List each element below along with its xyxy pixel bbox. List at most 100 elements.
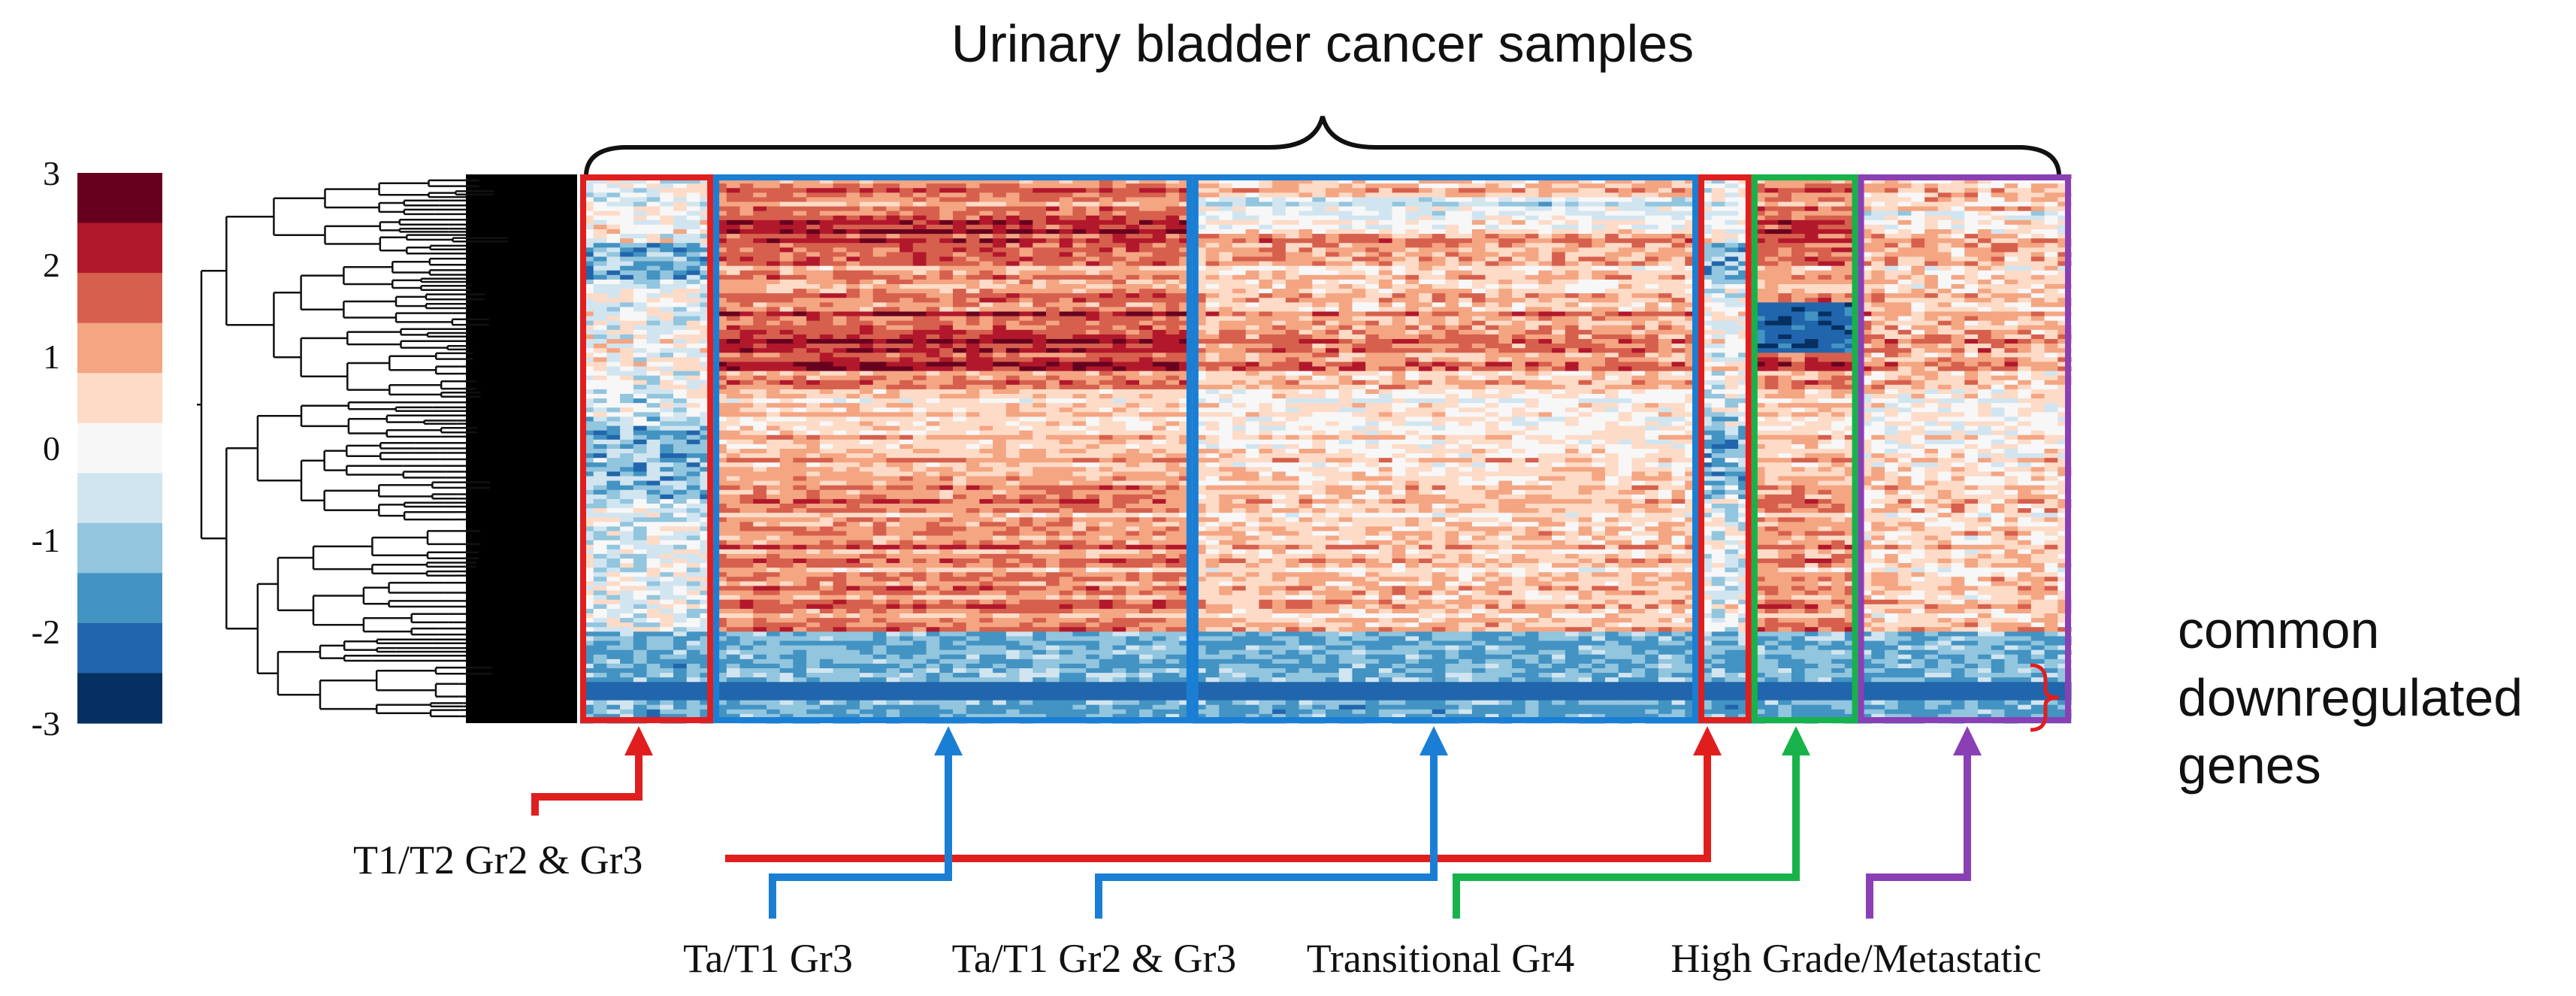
heatmap-cell — [646, 179, 661, 184]
heatmap-cell — [926, 640, 940, 646]
heatmap-cell — [833, 224, 847, 230]
heatmap-cell — [806, 645, 821, 651]
heatmap-cell — [700, 695, 714, 701]
heatmap-cell — [993, 339, 1007, 344]
heatmap-cell — [1033, 494, 1047, 500]
heatmap-cell — [1072, 274, 1087, 280]
heatmap-cell — [953, 513, 967, 518]
heatmap-cell — [700, 631, 714, 637]
heatmap-cell — [713, 476, 727, 482]
heatmap-cell — [620, 691, 634, 697]
heatmap-cell — [939, 517, 954, 522]
heatmap-cell — [872, 339, 887, 344]
heatmap-cell — [846, 439, 860, 445]
heatmap-cell — [1086, 179, 1100, 184]
heatmap-cell — [939, 590, 954, 596]
heatmap-cell — [606, 513, 621, 518]
heatmap-cell — [953, 261, 967, 267]
heatmap-cell — [979, 645, 993, 651]
heatmap-cell — [1046, 663, 1060, 669]
heatmap-cell — [1059, 627, 1074, 632]
heatmap-cell — [726, 289, 741, 294]
heatmap-cell — [779, 471, 794, 477]
heatmap-cell — [939, 622, 954, 628]
heatmap-cell — [606, 334, 621, 340]
heatmap-cell — [766, 252, 781, 258]
heatmap-cell — [833, 179, 847, 184]
heatmap-cell — [886, 366, 900, 372]
heatmap-cell — [1059, 549, 1074, 555]
heatmap-cell — [713, 293, 727, 298]
heatmap-cell — [700, 298, 714, 303]
heatmap-cell — [700, 471, 714, 477]
heatmap-cell — [739, 467, 754, 473]
heatmap-cell — [819, 407, 834, 413]
heatmap-cell — [899, 384, 914, 390]
heatmap-cell — [606, 480, 621, 486]
heatmap-cell — [979, 677, 993, 683]
heatmap-cell — [713, 535, 727, 541]
heatmap-cell — [899, 572, 914, 577]
heatmap-cell — [739, 581, 754, 587]
heatmap-cell — [966, 403, 981, 408]
heatmap-cell — [726, 302, 741, 308]
heatmap-cell — [753, 654, 767, 660]
heatmap-cell — [993, 444, 1007, 450]
heatmap-cell — [1059, 485, 1074, 491]
heatmap-cell — [620, 658, 634, 665]
heatmap-cell — [726, 613, 741, 619]
heatmap-cell — [686, 243, 701, 248]
heatmap-cell — [1046, 704, 1060, 710]
heatmap-cell — [739, 252, 754, 258]
heatmap-cell — [872, 568, 887, 573]
heatmap-cell — [1072, 357, 1087, 363]
heatmap-cell — [766, 563, 781, 568]
heatmap-cell — [806, 316, 821, 322]
heatmap-cell — [899, 531, 914, 537]
heatmap-cell — [700, 522, 714, 528]
heatmap-cell — [846, 658, 860, 665]
heatmap-cell — [779, 439, 794, 445]
heatmap-cell — [739, 586, 754, 592]
heatmap-cell — [899, 480, 914, 486]
heatmap-cell — [1072, 526, 1087, 532]
heatmap-cell — [1005, 535, 1020, 541]
heatmap-cell — [646, 559, 661, 564]
heatmap-cell — [739, 197, 754, 203]
heatmap-cell — [1059, 535, 1074, 541]
heatmap-cell — [806, 504, 821, 509]
heatmap-cell — [726, 713, 741, 719]
heatmap-cell — [860, 311, 874, 317]
heatmap-cell — [1046, 398, 1060, 404]
heatmap-cell — [926, 508, 940, 513]
heatmap-cell — [979, 449, 993, 454]
heatmap-cell — [953, 590, 967, 596]
heatmap-cell — [1046, 380, 1060, 386]
heatmap-cell — [1072, 265, 1087, 271]
heatmap-cell — [1072, 663, 1087, 669]
heatmap-cell — [1019, 407, 1033, 413]
heatmap-cell — [1059, 279, 1074, 285]
heatmap-cell — [580, 498, 594, 504]
heatmap-cell — [673, 384, 688, 390]
heatmap-cell — [606, 197, 621, 203]
heatmap-cell — [686, 462, 701, 468]
heatmap-cell — [606, 247, 621, 253]
heatmap-cell — [779, 577, 794, 583]
heatmap-cell — [646, 325, 661, 331]
heatmap-cell — [979, 577, 993, 583]
heatmap-cell — [953, 183, 967, 189]
heatmap-cell — [979, 394, 993, 399]
heatmap-cell — [979, 293, 993, 298]
heatmap-cell — [1005, 713, 1020, 719]
heatmap-cell — [926, 608, 940, 614]
heatmap-cell — [793, 599, 807, 605]
heatmap-cell — [819, 238, 834, 244]
heatmap-cell — [700, 700, 714, 706]
heatmap-cell — [766, 362, 781, 368]
heatmap-cell — [753, 252, 767, 258]
heatmap-cell — [939, 449, 954, 454]
heatmap-cell — [993, 695, 1007, 701]
heatmap-cell — [846, 677, 860, 683]
heatmap-cell — [766, 298, 781, 303]
